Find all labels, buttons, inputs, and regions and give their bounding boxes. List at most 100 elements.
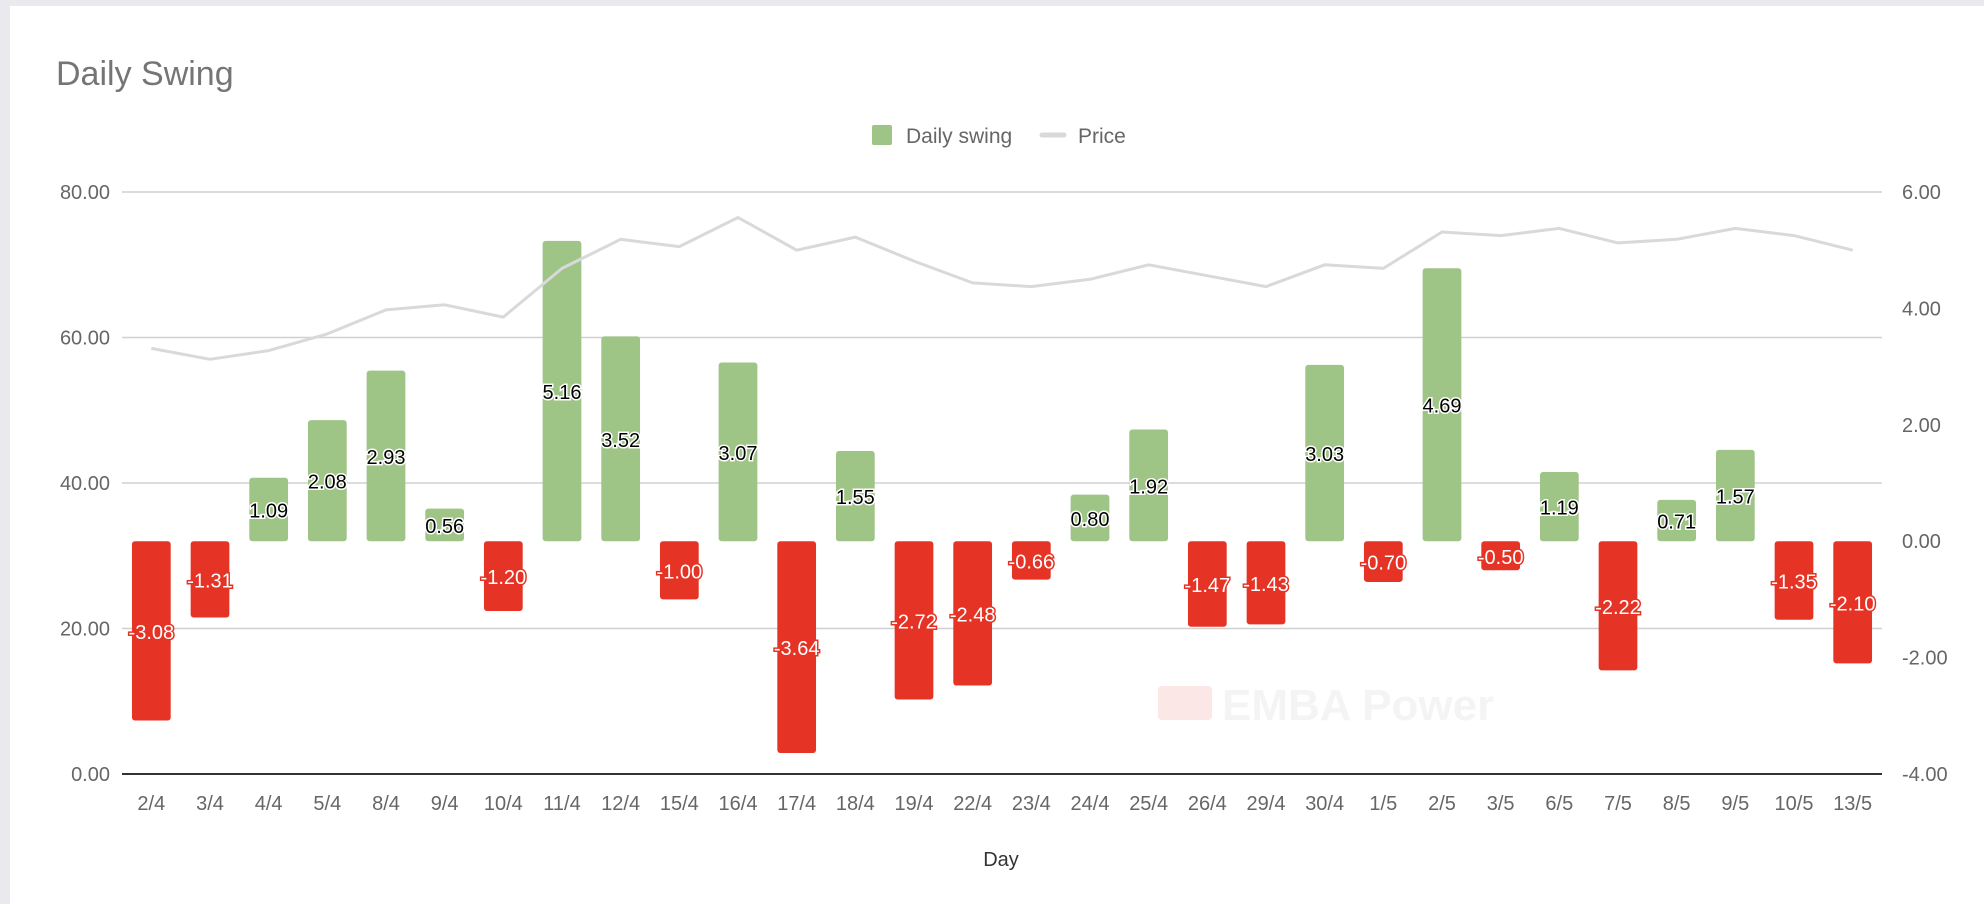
x-axis-tick-label: 30/4 [1305,793,1344,815]
x-axis-tick-label: 10/4 [484,793,523,815]
data-label: 3.03 [1305,444,1344,466]
bar-30-4 [1305,364,1345,542]
left-axis-tick-label: 0.00 [71,764,110,786]
x-axis-tick-label: 11/4 [543,793,580,815]
bar-10-5 [1774,541,1814,620]
bar-6-5 [1539,471,1579,542]
x-axis-tick-label: 2/5 [1428,793,1456,815]
chart-title: Daily Swing [56,55,234,93]
x-axis-tick-label: 16/4 [719,793,758,815]
bar-2-5 [1422,268,1462,542]
bar-18-4 [835,450,875,542]
x-axis-tick-label: 29/4 [1247,793,1286,815]
legend-label-daily-swing: Daily swing [906,125,1012,148]
bar-23-4 [1011,541,1051,580]
x-axis-tick-label: 23/4 [1012,793,1051,815]
data-label: -3.64 [774,638,820,660]
data-label: 0.80 [1071,509,1110,531]
bar-13-5 [1833,541,1873,664]
bar-8-4 [366,370,406,542]
bar-5-4 [307,420,347,542]
x-axis-tick-label: 17/4 [777,793,816,815]
bar-7-5 [1598,541,1638,671]
right-axis-tick-label: 6.00 [1902,182,1941,204]
data-label: -0.70 [1361,553,1407,575]
left-axis-tick-label: 20.00 [60,619,110,641]
data-label: -1.35 [1771,571,1817,593]
x-axis-tick-label: 22/4 [953,793,992,815]
bar-3-5 [1481,541,1521,571]
bar-12-4 [601,336,641,542]
data-label: 2.93 [367,447,406,469]
bar-8-5 [1657,499,1697,542]
legend-label-price: Price [1078,125,1126,148]
chart-card: Daily Swing 0.00 20.00 40.00 60.00 80.00 -4.00… [10,6,1984,904]
left-axis-tick-label: 80.00 [60,182,110,204]
bar-26-4 [1187,541,1227,627]
x-axis-tick-label: 18/4 [836,793,875,815]
x-axis-tick-label: 9/5 [1721,793,1749,815]
right-axis-tick-label: 0.00 [1902,531,1941,553]
data-label: -1.43 [1243,574,1289,596]
bar-17-4 [777,541,817,754]
x-axis-tick-label: 5/4 [313,793,341,815]
watermark-text: EMBA Power [1222,681,1494,730]
bar-29-4 [1246,541,1286,625]
data-label: -2.48 [950,604,996,626]
bar-9-5 [1715,449,1755,542]
data-label: -0.66 [1009,551,1055,573]
legend-swatch-daily-swing [872,125,892,145]
x-axis-tick-label: 26/4 [1188,793,1227,815]
bar-10-4 [483,541,523,612]
data-label: -1.20 [481,567,527,589]
x-axis-tick-label: 3/4 [196,793,224,815]
bar-11-4 [542,240,582,542]
data-label: -2.72 [891,611,937,633]
data-label: -1.00 [657,561,703,583]
bar-16-4 [718,362,758,542]
x-axis-tick-label: 1/5 [1369,793,1397,815]
data-label: -0.50 [1478,547,1524,569]
x-axis-tick-label: 2/4 [137,793,165,815]
bar-9-4 [425,508,465,542]
data-label: -3.08 [129,622,175,644]
x-axis-tick-label: 6/5 [1545,793,1573,815]
x-axis-tick-label: 7/5 [1604,793,1632,815]
price-line [151,216,1854,361]
daily-swing-chart: Daily Swing 0.00 20.00 40.00 60.00 80.00 -4.00… [56,55,1948,871]
data-label: 3.52 [601,430,640,452]
left-axis-tick-label: 60.00 [60,328,110,350]
data-label: -2.22 [1595,597,1641,619]
data-label: 1.92 [1129,476,1168,498]
data-label: 0.71 [1657,512,1696,534]
x-axis-tick-label: 15/4 [660,793,699,815]
x-axis-tick-label: 9/4 [431,793,459,815]
data-label: 1.55 [836,487,875,509]
data-label: 5.16 [543,382,582,404]
data-label: 3.07 [719,443,758,465]
x-axis-tick-label: 8/5 [1663,793,1691,815]
x-axis-tick-label: 10/5 [1775,793,1814,815]
bar-19-4 [894,541,934,700]
x-axis-tick-label: 8/4 [372,793,400,815]
x-axis-tick-label: 24/4 [1071,793,1110,815]
data-label: -2.10 [1830,593,1876,615]
right-axis-tick-label: -2.00 [1902,648,1948,670]
bar-2-4 [131,541,171,721]
bar-22-4 [953,541,993,686]
right-axis-tick-label: 2.00 [1902,415,1941,437]
watermark-logo-icon [1158,686,1212,720]
data-label: 1.09 [249,500,288,522]
x-axis-tick-label: 12/4 [601,793,640,815]
x-axis-tick-label: 3/5 [1487,793,1515,815]
data-label: 4.69 [1423,396,1462,418]
bar-4-4 [249,477,289,542]
x-axis-tick-label: 13/5 [1833,793,1872,815]
x-axis-tick-label: 25/4 [1129,793,1168,815]
right-axis-tick-label: -4.00 [1902,764,1948,786]
data-label: 1.19 [1540,498,1579,520]
data-label: -1.31 [187,570,233,592]
data-label: 1.57 [1716,487,1755,509]
data-label: -1.47 [1185,575,1231,597]
bar-25-4 [1129,429,1169,542]
